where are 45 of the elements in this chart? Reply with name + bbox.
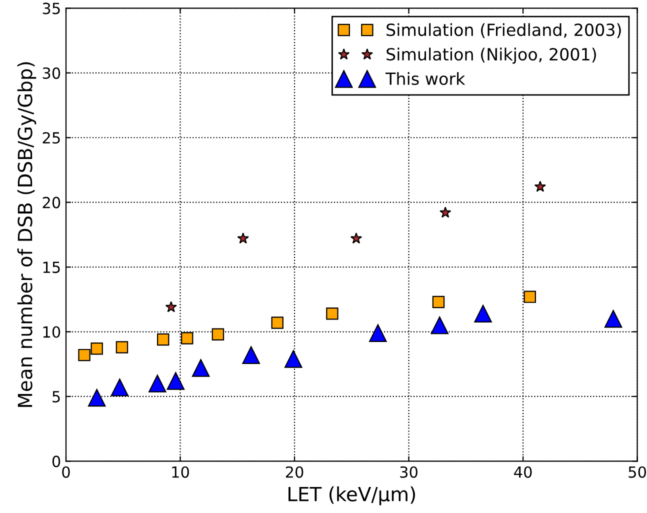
point [192, 359, 210, 377]
x-axis-title: LET (keV/μm) [288, 486, 415, 506]
point [148, 374, 166, 392]
point [369, 324, 387, 342]
point [271, 316, 284, 329]
point [534, 180, 546, 192]
y-tick-label: 5 [52, 391, 60, 402]
point [604, 310, 622, 328]
legend-label: Simulation (Friedland, 2003) [386, 23, 621, 38]
y-tick-label: 25 [42, 132, 60, 144]
point [350, 232, 362, 244]
point [242, 346, 260, 364]
x-tick-label: 50 [628, 466, 646, 478]
x-tick-label: 20 [286, 466, 304, 478]
y-tick-label: 10 [43, 326, 60, 338]
point [432, 296, 445, 308]
y-axis-title: Mean number of DSB (DSB/Gy/Gbp) [17, 62, 36, 407]
y-tick-label: 30 [42, 67, 60, 79]
point [165, 301, 177, 312]
point [440, 206, 452, 218]
point [166, 372, 185, 390]
y-tick-label: 20 [42, 196, 60, 208]
point [78, 348, 90, 362]
point [88, 388, 106, 407]
point [157, 333, 170, 346]
point [110, 378, 129, 396]
point [181, 332, 194, 344]
point [524, 290, 536, 303]
point [474, 304, 492, 323]
y-tick-label: 15 [43, 262, 60, 274]
point [237, 232, 249, 244]
legend-label: Simulation (Nikjoo, 2001) [386, 48, 596, 64]
legend-label: This work [385, 72, 466, 86]
point [212, 328, 224, 340]
point [326, 308, 338, 320]
point [116, 341, 128, 354]
x-tick-label: 40 [514, 466, 532, 478]
y-tick-label: 35 [42, 2, 60, 14]
point [284, 350, 302, 368]
x-tick-label: 30 [400, 466, 418, 478]
y-tick-label: 0 [52, 456, 60, 468]
x-tick-label: 0 [62, 466, 70, 478]
point [430, 316, 449, 334]
point [90, 342, 103, 355]
x-tick-label: 10 [172, 466, 189, 478]
